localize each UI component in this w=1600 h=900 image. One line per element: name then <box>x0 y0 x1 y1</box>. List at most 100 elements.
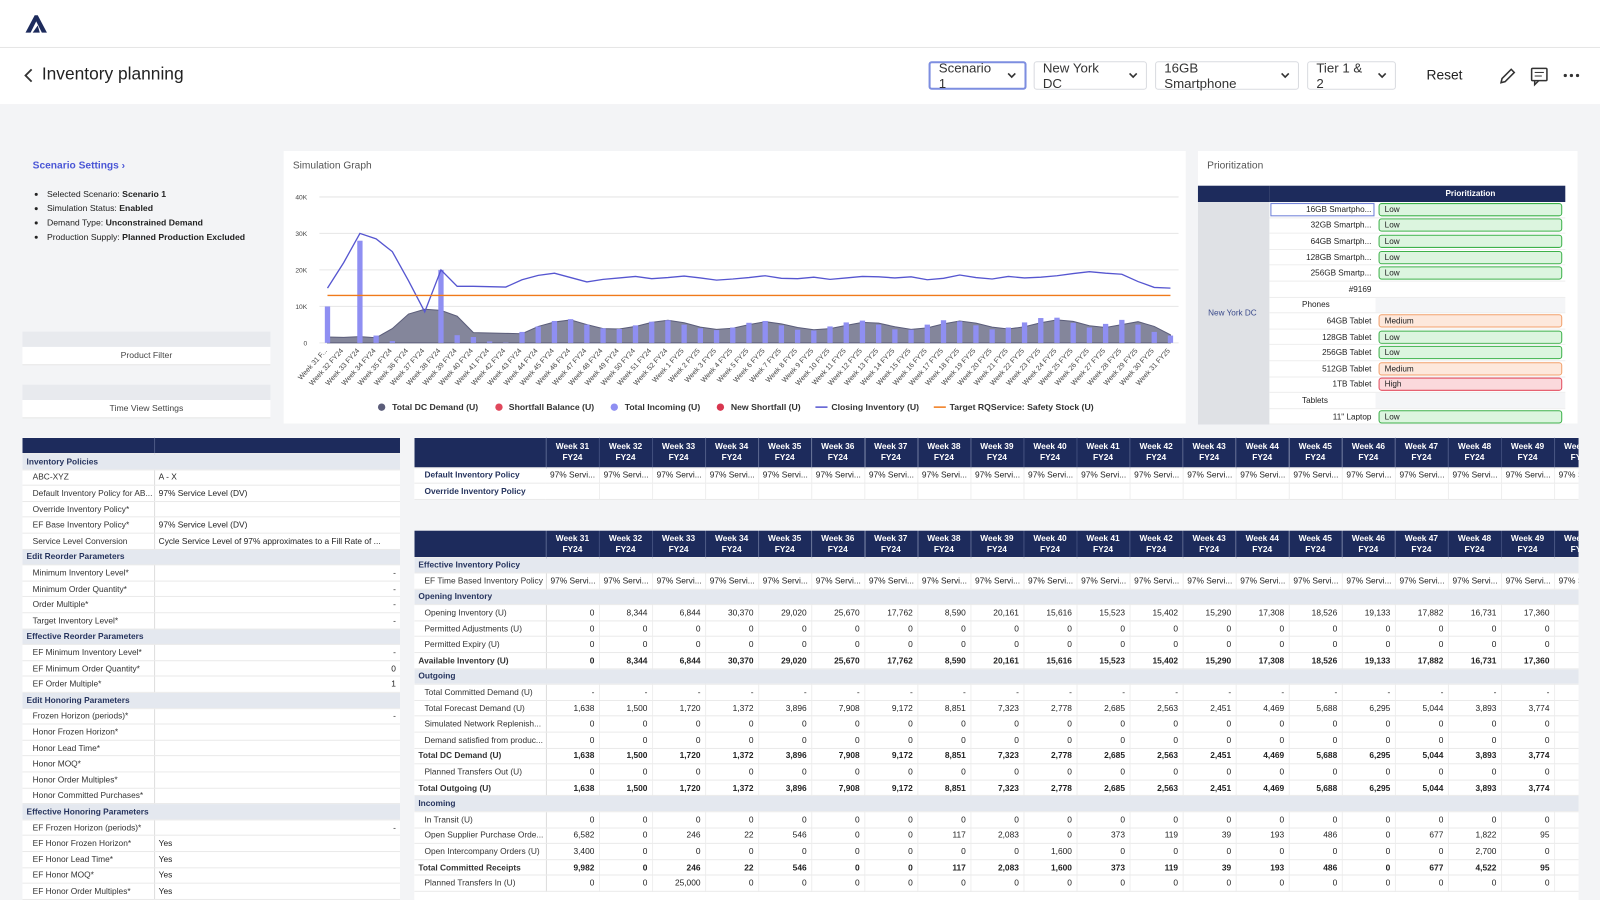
plan-cell[interactable]: 0 <box>1076 843 1131 860</box>
plan-cell[interactable]: 0 <box>1023 636 1078 654</box>
plan-cell[interactable]: 0 <box>970 732 1024 749</box>
parameter-value[interactable]: Yes <box>154 883 400 900</box>
policy-cell[interactable]: 97% Servi... <box>598 467 653 484</box>
plan-cell[interactable] <box>1554 748 1579 765</box>
prio-pill[interactable]: Low <box>1378 250 1563 264</box>
plan-cell[interactable] <box>1554 652 1579 670</box>
plan-cell[interactable]: 0 <box>652 763 706 781</box>
plan-cell[interactable]: 0 <box>1235 811 1290 829</box>
plan-cell[interactable]: - <box>1182 684 1237 701</box>
plan-cell[interactable]: 15,523 <box>1076 604 1131 622</box>
plan-cell[interactable]: 97% Servi... <box>1076 573 1131 590</box>
policy-cell[interactable]: 97% Servi... <box>545 467 600 484</box>
plan-cell[interactable]: 0 <box>598 763 653 781</box>
plan-cell[interactable]: 30,370 <box>705 604 759 622</box>
plan-cell[interactable]: 0 <box>864 875 918 892</box>
prio-pill[interactable]: Medium <box>1378 314 1563 328</box>
plan-cell[interactable]: 97% Servi... <box>1023 573 1078 590</box>
plan-cell[interactable]: - <box>598 684 653 701</box>
plan-cell[interactable]: 0 <box>917 843 971 860</box>
plan-cell[interactable]: 1,500 <box>598 779 653 797</box>
plan-cell[interactable]: 3,896 <box>758 700 812 717</box>
plan-cell[interactable]: 15,523 <box>1076 652 1131 670</box>
policy-cell[interactable] <box>1341 483 1396 500</box>
plan-cell[interactable]: 29,020 <box>758 652 812 670</box>
plan-cell[interactable]: 0 <box>1288 732 1343 749</box>
plan-cell[interactable]: 5,688 <box>1288 779 1343 797</box>
plan-cell[interactable]: 0 <box>1288 843 1343 860</box>
policy-cell[interactable] <box>1288 483 1343 500</box>
plan-cell[interactable]: 1,720 <box>652 700 706 717</box>
policy-cell[interactable] <box>652 483 706 500</box>
plan-cell[interactable]: 25,670 <box>811 604 865 622</box>
plan-cell[interactable]: 0 <box>1076 620 1131 638</box>
plan-cell[interactable]: 97% Servi... <box>598 573 653 590</box>
plan-cell[interactable]: 97% Servi... <box>1129 573 1184 590</box>
plan-cell[interactable]: 17,360 <box>1501 604 1555 622</box>
plan-cell[interactable]: 0 <box>1023 716 1078 733</box>
legend-item[interactable]: Closing Inventory (U) <box>814 402 919 412</box>
prio-pill[interactable]: High <box>1378 377 1563 392</box>
plan-cell[interactable]: 0 <box>864 827 918 845</box>
plan-cell[interactable]: 373 <box>1076 859 1131 876</box>
plan-cell[interactable]: 0 <box>1394 620 1449 638</box>
plan-cell[interactable]: 0 <box>1501 811 1555 829</box>
plan-cell[interactable]: 0 <box>598 636 653 654</box>
plan-cell[interactable]: 6,582 <box>545 827 600 845</box>
plan-cell[interactable]: 677 <box>1394 827 1449 845</box>
plan-cell[interactable]: 2,778 <box>1023 748 1078 765</box>
plan-cell[interactable]: 0 <box>1501 763 1555 781</box>
plan-cell[interactable]: 0 <box>1341 811 1396 829</box>
plan-cell[interactable]: 0 <box>1182 811 1237 829</box>
plan-cell[interactable]: - <box>1501 684 1555 701</box>
policy-cell[interactable]: 97% Servi... <box>811 467 865 484</box>
plan-cell[interactable]: - <box>917 684 971 701</box>
plan-cell[interactable]: 0 <box>917 875 971 892</box>
plan-cell[interactable]: 2,083 <box>970 859 1024 876</box>
policy-cell[interactable] <box>1554 483 1579 500</box>
edit-icon[interactable] <box>1499 68 1516 84</box>
plan-cell[interactable]: 97% Servi... <box>970 573 1024 590</box>
plan-cell[interactable]: 4,469 <box>1235 700 1290 717</box>
policy-cell[interactable] <box>1235 483 1290 500</box>
plan-cell[interactable]: 0 <box>970 843 1024 860</box>
plan-cell[interactable]: 0 <box>1341 732 1396 749</box>
plan-cell[interactable]: 97% Servi... <box>1182 573 1237 590</box>
plan-cell[interactable]: 0 <box>1076 763 1131 781</box>
plan-cell[interactable] <box>1554 875 1579 892</box>
plan-cell[interactable]: 0 <box>545 620 600 638</box>
plan-cell[interactable]: 0 <box>1501 620 1555 638</box>
plan-cell[interactable]: 15,616 <box>1023 652 1078 670</box>
plan-cell[interactable]: 0 <box>864 716 918 733</box>
policy-cell[interactable]: 97% Servi... <box>864 467 918 484</box>
plan-cell[interactable]: 0 <box>1076 636 1131 654</box>
plan-cell[interactable]: 5,044 <box>1394 700 1449 717</box>
plan-cell[interactable]: 0 <box>1501 843 1555 860</box>
plan-cell[interactable] <box>1554 827 1579 845</box>
plan-cell[interactable]: 0 <box>652 843 706 860</box>
plan-cell[interactable]: 2,563 <box>1129 700 1184 717</box>
plan-cell[interactable]: 0 <box>1023 875 1078 892</box>
parameter-value[interactable]: Cycle Service Level of 97% approximates … <box>154 533 400 550</box>
plan-cell[interactable]: 2,685 <box>1076 700 1131 717</box>
policy-cell[interactable]: 97% Servi... <box>917 467 971 484</box>
policy-cell[interactable] <box>1182 483 1237 500</box>
plan-cell[interactable]: 5,688 <box>1288 700 1343 717</box>
plan-cell[interactable]: 16,731 <box>1447 604 1502 622</box>
plan-cell[interactable]: 0 <box>811 859 865 876</box>
prio-pill[interactable]: Low <box>1378 266 1563 280</box>
plan-cell[interactable]: 15,616 <box>1023 604 1078 622</box>
plan-cell[interactable]: 15,290 <box>1182 604 1237 622</box>
parameter-value[interactable]: - <box>154 708 400 725</box>
policy-cell[interactable] <box>1501 483 1555 500</box>
plan-cell[interactable]: 25,000 <box>652 875 706 892</box>
parameter-value[interactable] <box>154 755 400 773</box>
prio-pill[interactable]: Low <box>1378 234 1563 249</box>
plan-cell[interactable]: 97% Servi... <box>652 573 706 590</box>
plan-cell[interactable]: 19,133 <box>1341 652 1396 670</box>
plan-cell[interactable]: - <box>1023 684 1078 701</box>
plan-cell[interactable]: 2,563 <box>1129 748 1184 765</box>
plan-cell[interactable]: 0 <box>1129 620 1184 638</box>
filter-dropdown[interactable]: 16GB Smartphone <box>1155 60 1299 91</box>
parameter-value[interactable]: Yes <box>154 867 400 884</box>
